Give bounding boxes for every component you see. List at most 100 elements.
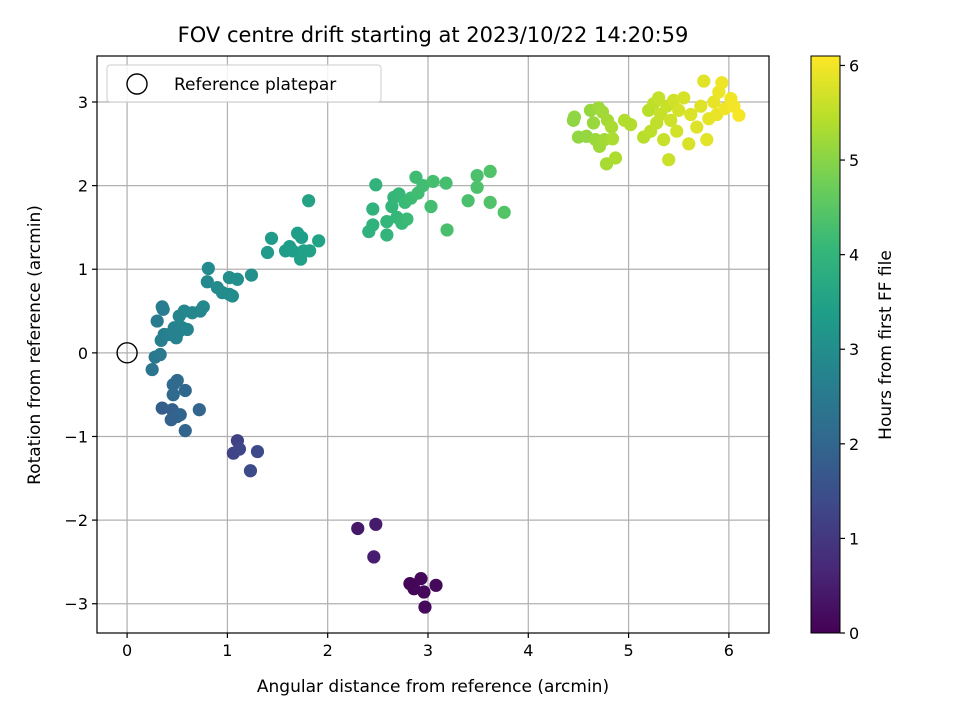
data-point-54 xyxy=(264,231,279,245)
data-point-87 xyxy=(470,168,484,183)
x-tick-0: 0 xyxy=(122,633,132,660)
colorbar-ticks: 0 1 2 3 4 5 6 xyxy=(840,56,859,643)
data-point-129 xyxy=(697,74,711,88)
y-tick-6: 3 xyxy=(78,93,97,112)
data-point-68 xyxy=(369,178,383,192)
data-point-125 xyxy=(682,137,696,151)
data-point-62 xyxy=(303,244,317,258)
data-point-2 xyxy=(414,572,428,586)
legend: Reference platepar xyxy=(106,64,382,103)
data-point-122 xyxy=(670,124,684,138)
data-point-44 xyxy=(200,275,214,289)
x-tick-label-5: 5 xyxy=(623,641,633,660)
chart-title: FOV centre drift starting at 2023/10/22 … xyxy=(178,23,689,47)
data-point-84 xyxy=(439,176,453,190)
data-point-63 xyxy=(302,194,316,208)
data-point-86 xyxy=(461,194,475,208)
colorbar-tick-2: 2 xyxy=(840,435,859,454)
data-point-85 xyxy=(440,223,454,237)
data-point-7 xyxy=(369,517,383,531)
colorbar-gradient xyxy=(810,55,841,634)
data-point-64 xyxy=(312,234,326,248)
data-point-97 xyxy=(586,116,601,130)
data-point-8 xyxy=(367,550,381,564)
data-point-3 xyxy=(417,585,431,599)
x-tick-label-1: 1 xyxy=(222,641,232,660)
data-point-135 xyxy=(715,76,729,90)
data-point-77 xyxy=(400,212,414,226)
x-tick-3: 3 xyxy=(423,633,433,660)
data-point-1 xyxy=(407,582,421,596)
colorbar-tick-label-3: 3 xyxy=(849,340,859,359)
data-point-130 xyxy=(700,133,714,147)
legend-box xyxy=(106,64,382,103)
reference-platepar-marker xyxy=(116,342,138,364)
plot-area-frame xyxy=(96,55,770,634)
x-tick-5: 5 xyxy=(623,633,634,660)
data-point-38 xyxy=(180,322,194,337)
x-tick-label-3: 3 xyxy=(423,641,433,660)
data-point-45 xyxy=(201,261,215,276)
colorbar: 0 1 2 3 4 5 6 Hours from first FF file xyxy=(810,55,896,643)
data-point-88 xyxy=(470,180,484,194)
y-tick-label-6: 3 xyxy=(78,93,88,112)
x-tick-4: 4 xyxy=(523,633,533,660)
y-tick-label-5: 2 xyxy=(78,177,88,196)
data-point-67 xyxy=(366,202,380,216)
data-point-30 xyxy=(156,302,170,316)
data-point-21 xyxy=(178,383,192,398)
data-point-57 xyxy=(285,244,300,258)
data-point-53 xyxy=(260,245,275,260)
colorbar-tick-label-2: 2 xyxy=(849,435,859,454)
data-point-109 xyxy=(623,117,638,132)
data-point-127 xyxy=(690,120,704,134)
data-points xyxy=(145,74,746,614)
data-point-11 xyxy=(232,442,247,456)
colorbar-tick-label-0: 0 xyxy=(849,624,859,643)
data-point-83 xyxy=(426,174,440,189)
y-tick-0: −3 xyxy=(64,595,97,614)
colorbar-tick-label-4: 4 xyxy=(849,246,859,265)
data-point-19 xyxy=(173,408,187,422)
data-point-23 xyxy=(170,373,184,388)
colorbar-tick-label-1: 1 xyxy=(849,529,859,548)
data-point-132 xyxy=(707,95,721,109)
y-tick-3: 0 xyxy=(78,344,97,363)
data-point-107 xyxy=(608,151,623,165)
colorbar-tick-3: 3 xyxy=(840,340,859,359)
data-point-89 xyxy=(483,164,497,178)
y-axis-label: Rotation from reference (arcmin) xyxy=(25,205,45,485)
y-tick-4: 1 xyxy=(78,260,97,279)
colorbar-tick-4: 4 xyxy=(840,246,859,265)
data-point-128 xyxy=(694,99,708,113)
data-point-4 xyxy=(429,578,443,592)
data-point-115 xyxy=(652,91,666,105)
y-tick-5: 2 xyxy=(78,177,97,196)
data-point-6 xyxy=(351,521,365,536)
x-tick-label-0: 0 xyxy=(122,641,132,660)
data-point-25 xyxy=(145,362,159,377)
data-point-18 xyxy=(178,424,192,438)
data-point-81 xyxy=(416,179,430,193)
data-point-24 xyxy=(166,388,180,402)
data-point-49 xyxy=(225,289,240,303)
data-point-91 xyxy=(497,205,511,219)
x-axis-ticks: 0 1 2 3 4 5 6 xyxy=(122,633,734,660)
data-point-105 xyxy=(604,120,619,134)
data-point-20 xyxy=(192,403,206,417)
x-axis-label: Angular distance from reference (arcmin) xyxy=(257,677,609,697)
data-point-5 xyxy=(418,600,432,614)
data-point-12 xyxy=(250,444,265,459)
colorbar-label: Hours from first FF file xyxy=(876,250,896,440)
x-tick-2: 2 xyxy=(323,633,333,660)
data-point-70 xyxy=(380,214,394,229)
data-point-119 xyxy=(662,153,676,167)
data-point-121 xyxy=(667,93,681,107)
y-axis-ticks: −3 −2 −1 0 1 2 3 xyxy=(64,93,97,614)
data-point-82 xyxy=(424,199,438,214)
data-point-120 xyxy=(664,113,678,127)
data-point-106 xyxy=(605,132,620,146)
data-point-123 xyxy=(672,103,686,117)
data-point-117 xyxy=(657,133,671,147)
legend-reference-marker xyxy=(126,73,148,95)
